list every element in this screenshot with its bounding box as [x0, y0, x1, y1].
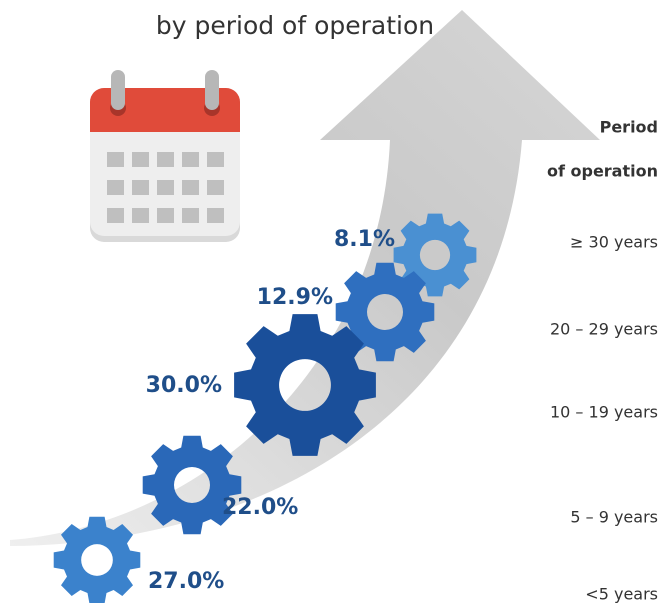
infographic: by period of operation Period of operati… [0, 0, 671, 603]
calendar-cell [132, 208, 149, 223]
calendar-cell [207, 152, 224, 167]
calendar-cell [107, 180, 124, 195]
legend-title: of operation [547, 162, 658, 181]
legend-title: Period [600, 118, 658, 137]
calendar-icon [90, 70, 240, 242]
calendar-cell [157, 208, 174, 223]
calendar-cell [107, 208, 124, 223]
period-label: ≥ 30 years [570, 233, 658, 252]
calendar-cell [182, 152, 199, 167]
period-label: 10 – 19 years [550, 403, 658, 422]
calendar-cell [132, 180, 149, 195]
share-label: 8.1% [334, 227, 395, 252]
share-label: 30.0% [146, 373, 222, 398]
share-label: 27.0% [148, 569, 224, 594]
period-label: 5 – 9 years [570, 508, 658, 527]
calendar-cell [182, 208, 199, 223]
title: by period of operation [156, 11, 434, 40]
calendar-cell [182, 180, 199, 195]
share-label: 12.9% [257, 285, 333, 310]
share-label: 22.0% [222, 495, 298, 520]
calendar-cell [157, 152, 174, 167]
calendar-cell [107, 152, 124, 167]
calendar-cell [157, 180, 174, 195]
period-label: <5 years [585, 585, 658, 603]
period-label: 20 – 29 years [550, 320, 658, 339]
calendar-cell [207, 208, 224, 223]
gear-icon [54, 517, 141, 603]
calendar-cell [132, 152, 149, 167]
canvas: by period of operation Period of operati… [0, 0, 671, 603]
calendar-cell [207, 180, 224, 195]
